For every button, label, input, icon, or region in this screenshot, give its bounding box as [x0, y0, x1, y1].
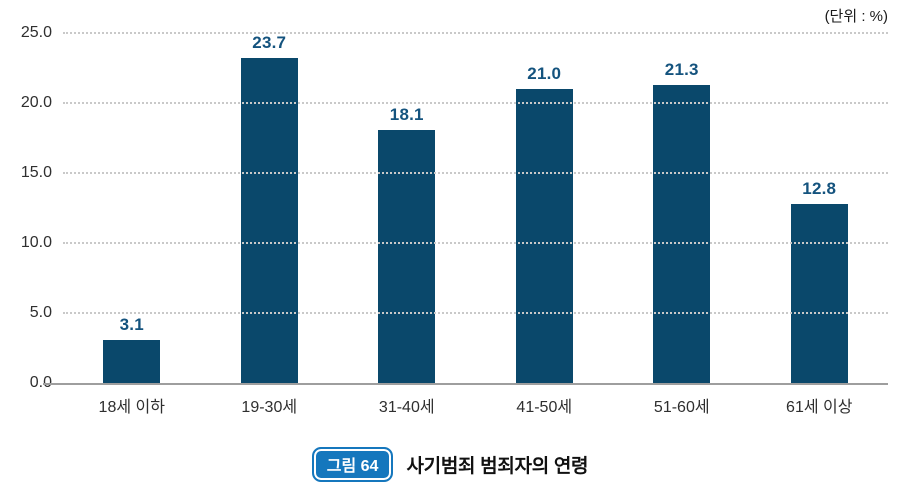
y-tick-label: 0.0: [29, 374, 52, 391]
bar: [378, 129, 436, 383]
unit-label: (단위 : %): [824, 8, 888, 25]
figure-caption: 그림 64 사기범죄 범죄자의 연령: [0, 447, 900, 482]
bar-value-label: 18.1: [389, 104, 424, 124]
gridline: [63, 102, 888, 104]
figure-title: 사기범죄 범죄자의 연령: [406, 456, 589, 477]
bar: [240, 58, 298, 383]
gridline: [63, 242, 888, 244]
y-tick-label: 5.0: [29, 304, 52, 321]
bar-slot: 21.3: [613, 33, 751, 383]
bar-value-label: 23.7: [252, 33, 287, 52]
x-category-label: 18세 이하: [98, 399, 165, 416]
bar: [790, 203, 848, 383]
gridline: [63, 312, 888, 314]
plot-area: 3.1 23.7 18.1 21.0 21.3 12.8: [43, 32, 888, 385]
figure-number-badge: 그림 64: [311, 447, 394, 482]
bar: [653, 84, 711, 383]
bar-value-label: 21.3: [664, 59, 699, 79]
bar: [103, 339, 161, 383]
bar-value-label: 12.8: [802, 178, 837, 198]
y-tick-label: 10.0: [20, 234, 52, 251]
category-row: 18세 이하 19-30세 31-40세 41-50세 51-60세 61세 이상: [63, 393, 888, 417]
x-category-label: 19-30세: [241, 399, 298, 416]
bar-slot: 18.1: [338, 33, 476, 383]
y-axis: 0.0 5.0 10.0 15.0 20.0 25.0: [0, 24, 52, 391]
bar-slot: 23.7: [201, 33, 339, 383]
gridline: [63, 172, 888, 174]
x-category-label: 41-50세: [516, 399, 573, 416]
bars-row: 3.1 23.7 18.1 21.0 21.3 12.8: [63, 33, 888, 383]
bar-slot: 3.1: [63, 33, 201, 383]
bar-value-label: 3.1: [119, 314, 144, 334]
bar: [515, 89, 573, 383]
x-category-label: 51-60세: [653, 399, 710, 416]
x-category-label: 61세 이상: [786, 399, 853, 416]
bar-slot: 21.0: [476, 33, 614, 383]
y-tick-label: 25.0: [20, 24, 52, 41]
gridline: [63, 32, 888, 34]
x-axis-baseline: [43, 383, 888, 385]
bar-slot: 12.8: [751, 33, 889, 383]
bar-value-label: 21.0: [527, 64, 562, 83]
y-tick-label: 20.0: [20, 94, 52, 111]
x-category-label: 31-40세: [378, 399, 435, 416]
y-tick-label: 15.0: [20, 164, 52, 181]
